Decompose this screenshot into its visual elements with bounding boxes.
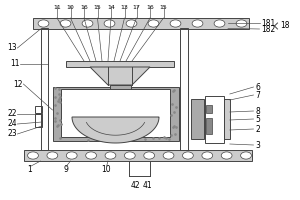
Bar: [52, 87, 178, 141]
Text: 10: 10: [67, 5, 74, 10]
Bar: [61, 89, 170, 137]
Circle shape: [47, 152, 58, 159]
Text: 5: 5: [255, 114, 260, 123]
Circle shape: [82, 20, 93, 27]
Bar: [35, 106, 42, 113]
Bar: [128, 91, 131, 93]
Text: 15: 15: [160, 5, 167, 10]
Circle shape: [221, 152, 232, 159]
Text: 22: 22: [7, 110, 17, 118]
Text: 2: 2: [255, 124, 260, 134]
Bar: [33, 18, 249, 29]
Circle shape: [214, 20, 225, 27]
Text: 8: 8: [255, 106, 260, 116]
Text: 1: 1: [28, 164, 32, 173]
Text: 18: 18: [280, 21, 290, 30]
Bar: [190, 99, 204, 139]
Text: 11: 11: [10, 60, 20, 68]
Text: 182: 182: [261, 24, 275, 33]
Text: 11: 11: [53, 5, 61, 10]
Text: 9: 9: [64, 164, 68, 173]
Text: 181: 181: [261, 19, 275, 27]
Polygon shape: [90, 67, 150, 85]
Bar: [40, 28, 48, 150]
Bar: [180, 28, 188, 150]
Circle shape: [202, 152, 213, 159]
Text: 10: 10: [102, 164, 111, 173]
Circle shape: [170, 20, 181, 27]
Text: 41: 41: [142, 181, 152, 190]
Bar: [110, 85, 130, 91]
Circle shape: [60, 20, 71, 27]
Circle shape: [104, 20, 115, 27]
Text: 14: 14: [107, 5, 115, 10]
Bar: [66, 61, 174, 67]
Bar: [118, 91, 121, 93]
Polygon shape: [72, 117, 159, 143]
Circle shape: [105, 152, 116, 159]
Bar: [111, 91, 114, 93]
Text: 17: 17: [133, 5, 140, 10]
Circle shape: [182, 152, 193, 159]
Bar: [224, 99, 230, 139]
Bar: [24, 150, 252, 161]
Text: 3: 3: [255, 140, 260, 149]
Circle shape: [38, 20, 49, 27]
Text: 23: 23: [7, 130, 17, 138]
Circle shape: [144, 152, 154, 159]
Text: 16: 16: [146, 5, 154, 10]
Text: 42: 42: [130, 181, 140, 190]
Circle shape: [124, 152, 135, 159]
Circle shape: [126, 20, 137, 27]
Bar: [122, 91, 124, 93]
Circle shape: [241, 152, 251, 159]
Circle shape: [236, 20, 247, 27]
Circle shape: [86, 152, 97, 159]
Bar: [206, 118, 212, 134]
Text: 6: 6: [255, 83, 260, 92]
Text: 12: 12: [13, 80, 23, 88]
Circle shape: [66, 152, 77, 159]
Text: 13: 13: [7, 44, 17, 52]
Circle shape: [163, 152, 174, 159]
Circle shape: [192, 20, 203, 27]
Bar: [205, 96, 224, 143]
Bar: [115, 91, 117, 93]
Text: 24: 24: [7, 119, 17, 129]
Text: 13: 13: [121, 5, 128, 10]
Bar: [125, 91, 128, 93]
Bar: [35, 114, 42, 127]
Text: 16: 16: [80, 5, 88, 10]
Text: 7: 7: [255, 90, 260, 99]
Text: 15: 15: [94, 5, 101, 10]
Circle shape: [28, 152, 38, 159]
Circle shape: [148, 20, 159, 27]
Bar: [206, 105, 212, 113]
